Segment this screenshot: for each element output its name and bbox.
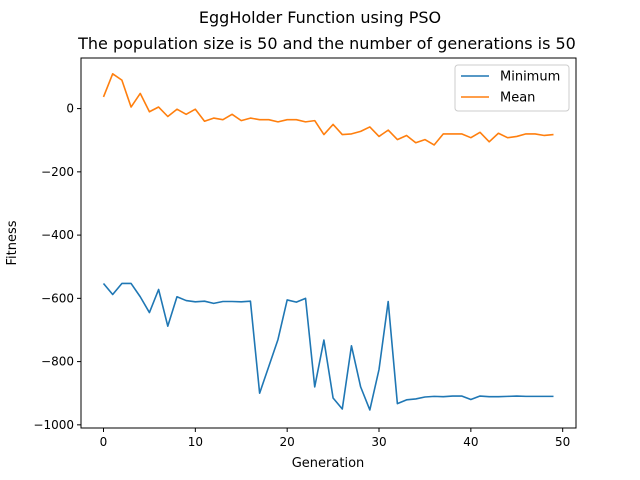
y-axis-ticks: −1000 −800 −600 −400 −200 0: [33, 102, 81, 432]
chart-title: EggHolder Function using PSO: [199, 8, 441, 27]
x-tick-label: 30: [371, 435, 386, 449]
x-tick-label: 50: [555, 435, 570, 449]
y-tick-label: −600: [41, 291, 74, 305]
x-tick-label: 0: [100, 435, 108, 449]
y-axis-label: Fitness: [5, 220, 20, 265]
x-tick-label: 40: [463, 435, 478, 449]
y-tick-label: −800: [41, 355, 74, 369]
chart-subtitle: The population size is 50 and the number…: [77, 34, 576, 53]
legend: Minimum Mean: [454, 64, 570, 112]
x-tick-label: 20: [280, 435, 295, 449]
x-axis-label: Generation: [292, 456, 365, 471]
y-tick-label: −1000: [33, 418, 74, 432]
x-axis-ticks: 0 10 20 30 40 50: [100, 428, 570, 449]
legend-label-mean: Mean: [500, 91, 535, 106]
y-tick-label: −400: [41, 228, 74, 242]
plot-frame: [80, 57, 577, 429]
series-line-minimum: [102, 282, 554, 411]
y-tick-label: −200: [41, 165, 74, 179]
series-line-mean: [102, 73, 554, 146]
x-tick-label: 10: [188, 435, 203, 449]
y-tick-label: 0: [66, 102, 74, 116]
legend-label-minimum: Minimum: [500, 70, 560, 85]
plot-area: [102, 73, 554, 411]
